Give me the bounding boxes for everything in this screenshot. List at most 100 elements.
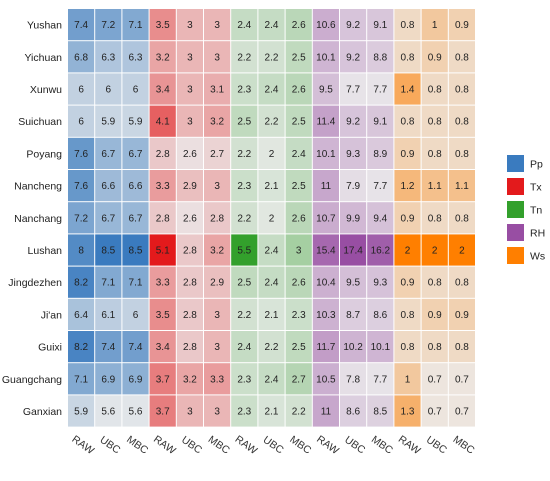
cell-value-label: 9.5 [319, 85, 333, 96]
cell-value-label: 10.1 [371, 342, 391, 353]
cell-value-label: 7.2 [101, 20, 115, 31]
heatmap-cell [204, 331, 231, 363]
cell-value-label: 2 [405, 246, 411, 257]
row-label-yichuan: Yichuan [24, 52, 62, 64]
cell-value-label: 2.5 [292, 342, 306, 353]
cell-value-label: 8.5 [373, 407, 387, 418]
cell-value-label: 3.4 [156, 85, 170, 96]
cell-value-label: 0.8 [455, 85, 469, 96]
row-label-nanchang: Nanchang [14, 213, 62, 225]
cell-value-label: 3 [187, 85, 193, 96]
cell-value-label: 0.8 [455, 342, 469, 353]
cell-value-label: 2.7 [210, 149, 224, 160]
heatmap-cell [340, 137, 367, 169]
cell-value-label: 0.7 [455, 374, 469, 385]
heatmap-cell [149, 9, 176, 41]
heatmap-cell [149, 137, 176, 169]
cell-value-label: 6 [133, 310, 139, 321]
heatmap-cell [231, 170, 258, 202]
cell-value-label: 6.1 [101, 310, 115, 321]
column-label-ubc: UBC [179, 434, 204, 457]
heatmap-cell [95, 331, 122, 363]
heatmap-cell [95, 298, 122, 330]
heatmap-cell [285, 395, 312, 427]
cell-value-label: 5.1 [156, 246, 170, 257]
heatmap-cell [448, 395, 475, 427]
cell-value-label: 1.2 [401, 181, 415, 192]
heatmap-cell [149, 331, 176, 363]
cell-value-label: 11.7 [317, 342, 336, 353]
cell-value-label: 0.8 [401, 52, 415, 63]
cell-value-label: 1.4 [401, 85, 415, 96]
cell-value-label: 6.4 [74, 310, 88, 321]
legend-swatch-tx [507, 178, 524, 195]
cell-value-label: 7.8 [346, 374, 360, 385]
cell-value-label: 10.1 [316, 149, 336, 160]
heatmap-cell [312, 266, 339, 298]
cell-value-label: 7.6 [74, 181, 88, 192]
heatmap-cell [285, 137, 312, 169]
legend-swatch-pp [507, 155, 524, 172]
heatmap-cell [258, 41, 285, 73]
column-label-ubc: UBC [424, 434, 449, 457]
heatmap-cell [285, 9, 312, 41]
cell-value-label: 8.5 [101, 246, 115, 257]
heatmap-cell [367, 202, 394, 234]
cell-value-label: 5.6 [129, 407, 143, 418]
cell-value-label: 0.8 [428, 342, 442, 353]
cell-value-label: 3 [214, 310, 220, 321]
cell-value-label: 0.8 [455, 149, 469, 160]
column-label-mbc: MBC [451, 434, 477, 457]
cell-value-label: 2.7 [292, 374, 306, 385]
legend-swatch-ws [507, 247, 524, 264]
heatmap-cell [95, 202, 122, 234]
cell-value-label: 0.8 [455, 278, 469, 289]
heatmap-cell [312, 137, 339, 169]
cell-value-label: 4.1 [156, 117, 170, 128]
row-label-guangchang: Guangchang [2, 374, 62, 386]
heatmap-cell [340, 234, 367, 266]
heatmap-cell [258, 266, 285, 298]
cell-value-label: 2.4 [237, 20, 251, 31]
cell-value-label: 0.9 [401, 278, 415, 289]
heatmap-cell [204, 73, 231, 105]
heatmap-cell [394, 9, 421, 41]
cell-value-label: 16.2 [371, 246, 391, 257]
cell-value-label: 2.5 [292, 117, 306, 128]
heatmap-cell [394, 137, 421, 169]
row-label-jingdezhen: Jingdezhen [8, 277, 62, 289]
heatmap-cell [421, 202, 448, 234]
heatmap-cell [95, 73, 122, 105]
cell-value-label: 6.3 [101, 52, 115, 63]
heatmap-cell [204, 234, 231, 266]
heatmap-cell [122, 137, 149, 169]
heatmap-cell [149, 298, 176, 330]
heatmap-cell [231, 266, 258, 298]
cell-value-label: 2.8 [210, 213, 224, 224]
row-label-xunwu: Xunwu [30, 84, 62, 96]
heatmap-cell [122, 73, 149, 105]
cell-value-label: 8.9 [373, 149, 387, 160]
cell-value-label: 9.9 [346, 213, 360, 224]
cell-value-label: 2.2 [265, 117, 279, 128]
cell-value-label: 7.4 [74, 20, 88, 31]
cell-value-label: 11 [321, 407, 332, 418]
cell-value-label: 6.9 [101, 374, 115, 385]
heatmap-cell [258, 363, 285, 395]
heatmap-cell [122, 331, 149, 363]
legend-label-pp: Pp [530, 159, 543, 171]
heatmap-cell [421, 73, 448, 105]
cell-value-label: 1.1 [455, 181, 469, 192]
cell-value-label: 5.9 [101, 117, 115, 128]
heatmap-cell [312, 395, 339, 427]
cell-value-label: 5.9 [129, 117, 143, 128]
heatmap-cell [149, 363, 176, 395]
cell-value-label: 3.5 [156, 20, 170, 31]
heatmap-cell [312, 9, 339, 41]
heatmap-cell [394, 170, 421, 202]
heatmap-cell [149, 170, 176, 202]
row-label-ji-an: Ji'an [41, 309, 62, 321]
heatmap-cell [258, 9, 285, 41]
heatmap-cell [204, 298, 231, 330]
